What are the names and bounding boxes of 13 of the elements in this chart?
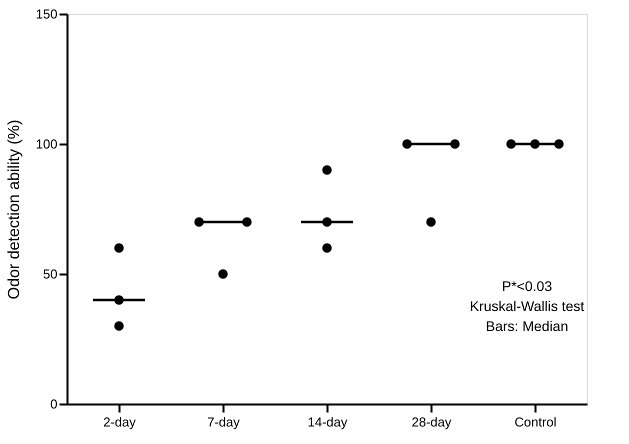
- y-tick-label: 100: [36, 136, 58, 152]
- x-tick-label: 2-day: [103, 414, 136, 430]
- y-tick-label: 50: [43, 266, 58, 282]
- x-tick-label: 7-day: [207, 414, 240, 430]
- y-axis-title: Odor detection ability (%): [6, 120, 23, 300]
- annotation: P*<0.03: [502, 278, 552, 294]
- x-tick-label: 14-day: [308, 414, 348, 430]
- annotation: Bars: Median: [486, 318, 568, 334]
- x-tick-label: Control: [514, 414, 557, 430]
- y-tick-label: 0: [50, 396, 58, 412]
- annotation: Kruskal-Wallis test: [470, 298, 584, 314]
- x-tick-label: 28-day: [412, 414, 452, 430]
- y-tick-label: 150: [36, 6, 58, 22]
